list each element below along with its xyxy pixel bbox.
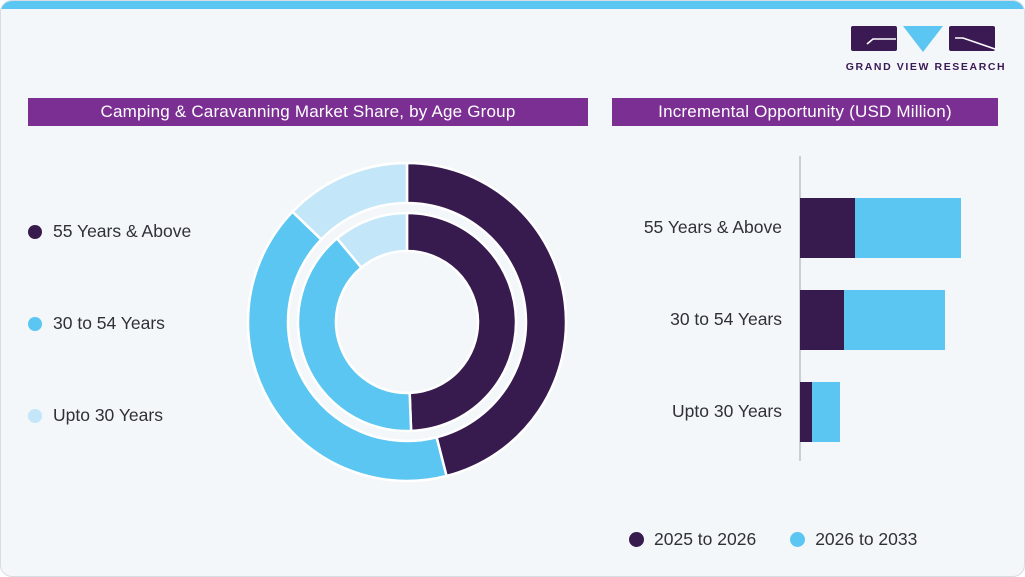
right-chart-title-text: Incremental Opportunity (USD Million) (658, 102, 952, 121)
donut-inner-ring-segment-2 (335, 211, 409, 269)
legend-label: Upto 30 Years (53, 405, 163, 425)
bar-category-label: 55 Years & Above (643, 217, 782, 237)
bar-2-segment-2025-to-2026 (800, 382, 812, 442)
legend-dot-dark-purple-icon (28, 224, 42, 239)
legend-dot-dark-purple-icon (629, 532, 644, 547)
donut-legend-item-30-54: 30 to 54 Years (28, 313, 165, 334)
right-chart-title: Incremental Opportunity (USD Million) (612, 98, 998, 126)
bar-2-segment-2026-to-2033 (812, 382, 840, 442)
donut-outer-ring-segment-2 (291, 161, 409, 241)
gvr-logo-icon: GRAND VIEW RESEARCH (846, 26, 1006, 73)
legend-label: 2026 to 2033 (815, 529, 918, 549)
donut-outer-ring-segment-1 (246, 210, 448, 483)
bar-legend-item-2025-2026: 2025 to 2026 (629, 529, 756, 550)
left-chart-title: Camping & Caravanning Market Share, by A… (28, 98, 588, 126)
top-accent-bar (1, 1, 1024, 9)
legend-dot-pale-blue-icon (28, 408, 42, 423)
bar-0-segment-2025-to-2026 (800, 198, 855, 258)
donut-legend-item-55-above: 55 Years & Above (28, 221, 191, 242)
bar-legend-item-2026-2033: 2026 to 2033 (790, 529, 917, 550)
donut-legend-item-upto-30: Upto 30 Years (28, 405, 163, 426)
bar-0-segment-2026-to-2033 (855, 198, 961, 258)
legend-label: 55 Years & Above (53, 221, 192, 241)
bar-1-segment-2025-to-2026 (800, 290, 844, 350)
bar-category-label: Upto 30 Years (672, 401, 782, 421)
donut-inner-ring-segment-0 (405, 211, 518, 433)
left-chart-title-text: Camping & Caravanning Market Share, by A… (100, 102, 516, 121)
legend-dot-blue-icon (28, 316, 42, 331)
donut-inner-ring-segment-1 (296, 237, 413, 433)
gvr-logo-text: GRAND VIEW RESEARCH (846, 61, 1006, 73)
legend-label: 30 to 54 Years (53, 313, 165, 333)
bar-chart-legend: 2025 to 2026 2026 to 2033 (629, 529, 917, 550)
bar-1-segment-2026-to-2033 (844, 290, 945, 350)
legend-label: 2025 to 2026 (654, 529, 757, 549)
legend-dot-blue-icon (790, 532, 806, 547)
donut-outer-ring-segment-0 (405, 161, 568, 478)
donut-chart (246, 161, 568, 483)
bar-category-label: 30 to 54 Years (670, 309, 782, 329)
